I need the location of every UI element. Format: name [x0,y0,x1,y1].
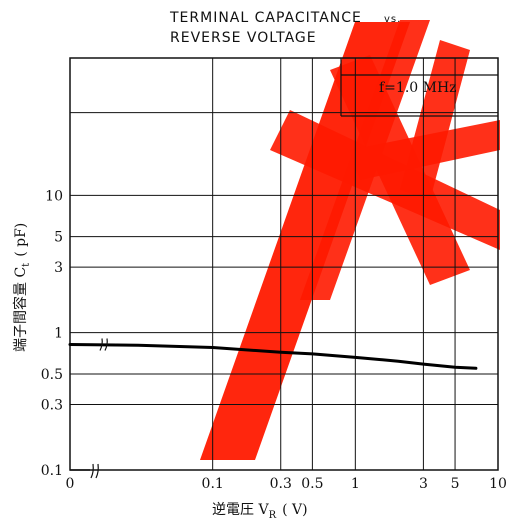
frequency-annotation: f=1.0 MHz [379,80,457,96]
x-tick-label: 0.1 [202,476,224,492]
x-axis-label-unit: ( V) [282,502,307,518]
x-tick-label: 1 [351,476,360,492]
plot-frame [69,57,499,471]
axis-break-mark [95,463,99,479]
x-tick-label: 3 [419,476,428,492]
y-axis-label-sub: t [21,263,32,267]
x-axis-label: 逆電圧 VR ( V) [212,502,308,521]
svg-text:逆電圧 VR( V): 逆電圧 VR ( V) [212,502,308,521]
series-group [68,343,478,370]
y-axis-label-unit: ( pF) [13,223,29,257]
y-tick-label: 5 [54,230,63,246]
y-tick-label: 0.5 [41,367,63,383]
svg-text:端子間容量 Ct( pF): 端子間容量 Ct ( pF) [12,223,32,352]
axis-break-mark [104,338,108,351]
axis-break-mark [99,338,103,351]
y-axis-label: 端子間容量 Ct ( pF) [12,223,32,352]
x-tick-label: 0 [66,476,75,492]
y-tick-label: 3 [54,260,63,276]
y-tick-labels: 0.1 0.3 0.5 1 3 5 10 [41,188,63,479]
x-tick-label: 0.3 [270,476,292,492]
chart-title-vs: vs. [384,14,401,25]
y-axis-label-main: 端子間容量 C [12,267,29,352]
x-tick-label: 10 [489,476,506,492]
chart-title-line2: REVERSE VOLTAGE [170,30,317,46]
x-axis-label-sub: R [269,510,277,521]
axis-breaks [70,338,108,479]
y-tick-label: 0.1 [41,463,63,479]
x-tick-label: 5 [451,476,460,492]
x-tick-labels: 0 0.1 0.3 0.5 1 3 5 10 [66,476,506,492]
y-tick-label: 1 [54,326,63,342]
grid [70,58,498,470]
watermark-stroke [350,120,500,180]
capacitance-curve [68,343,478,370]
axis-break-mark [90,463,94,479]
y-tick-label: 0.3 [41,397,63,413]
chart-title-line1: TERMINAL CAPACITANCE [169,10,362,26]
x-axis-label-main: 逆電圧 V [212,502,269,518]
x-tick-label: 0.5 [301,476,323,492]
y-tick-label: 10 [45,188,63,204]
